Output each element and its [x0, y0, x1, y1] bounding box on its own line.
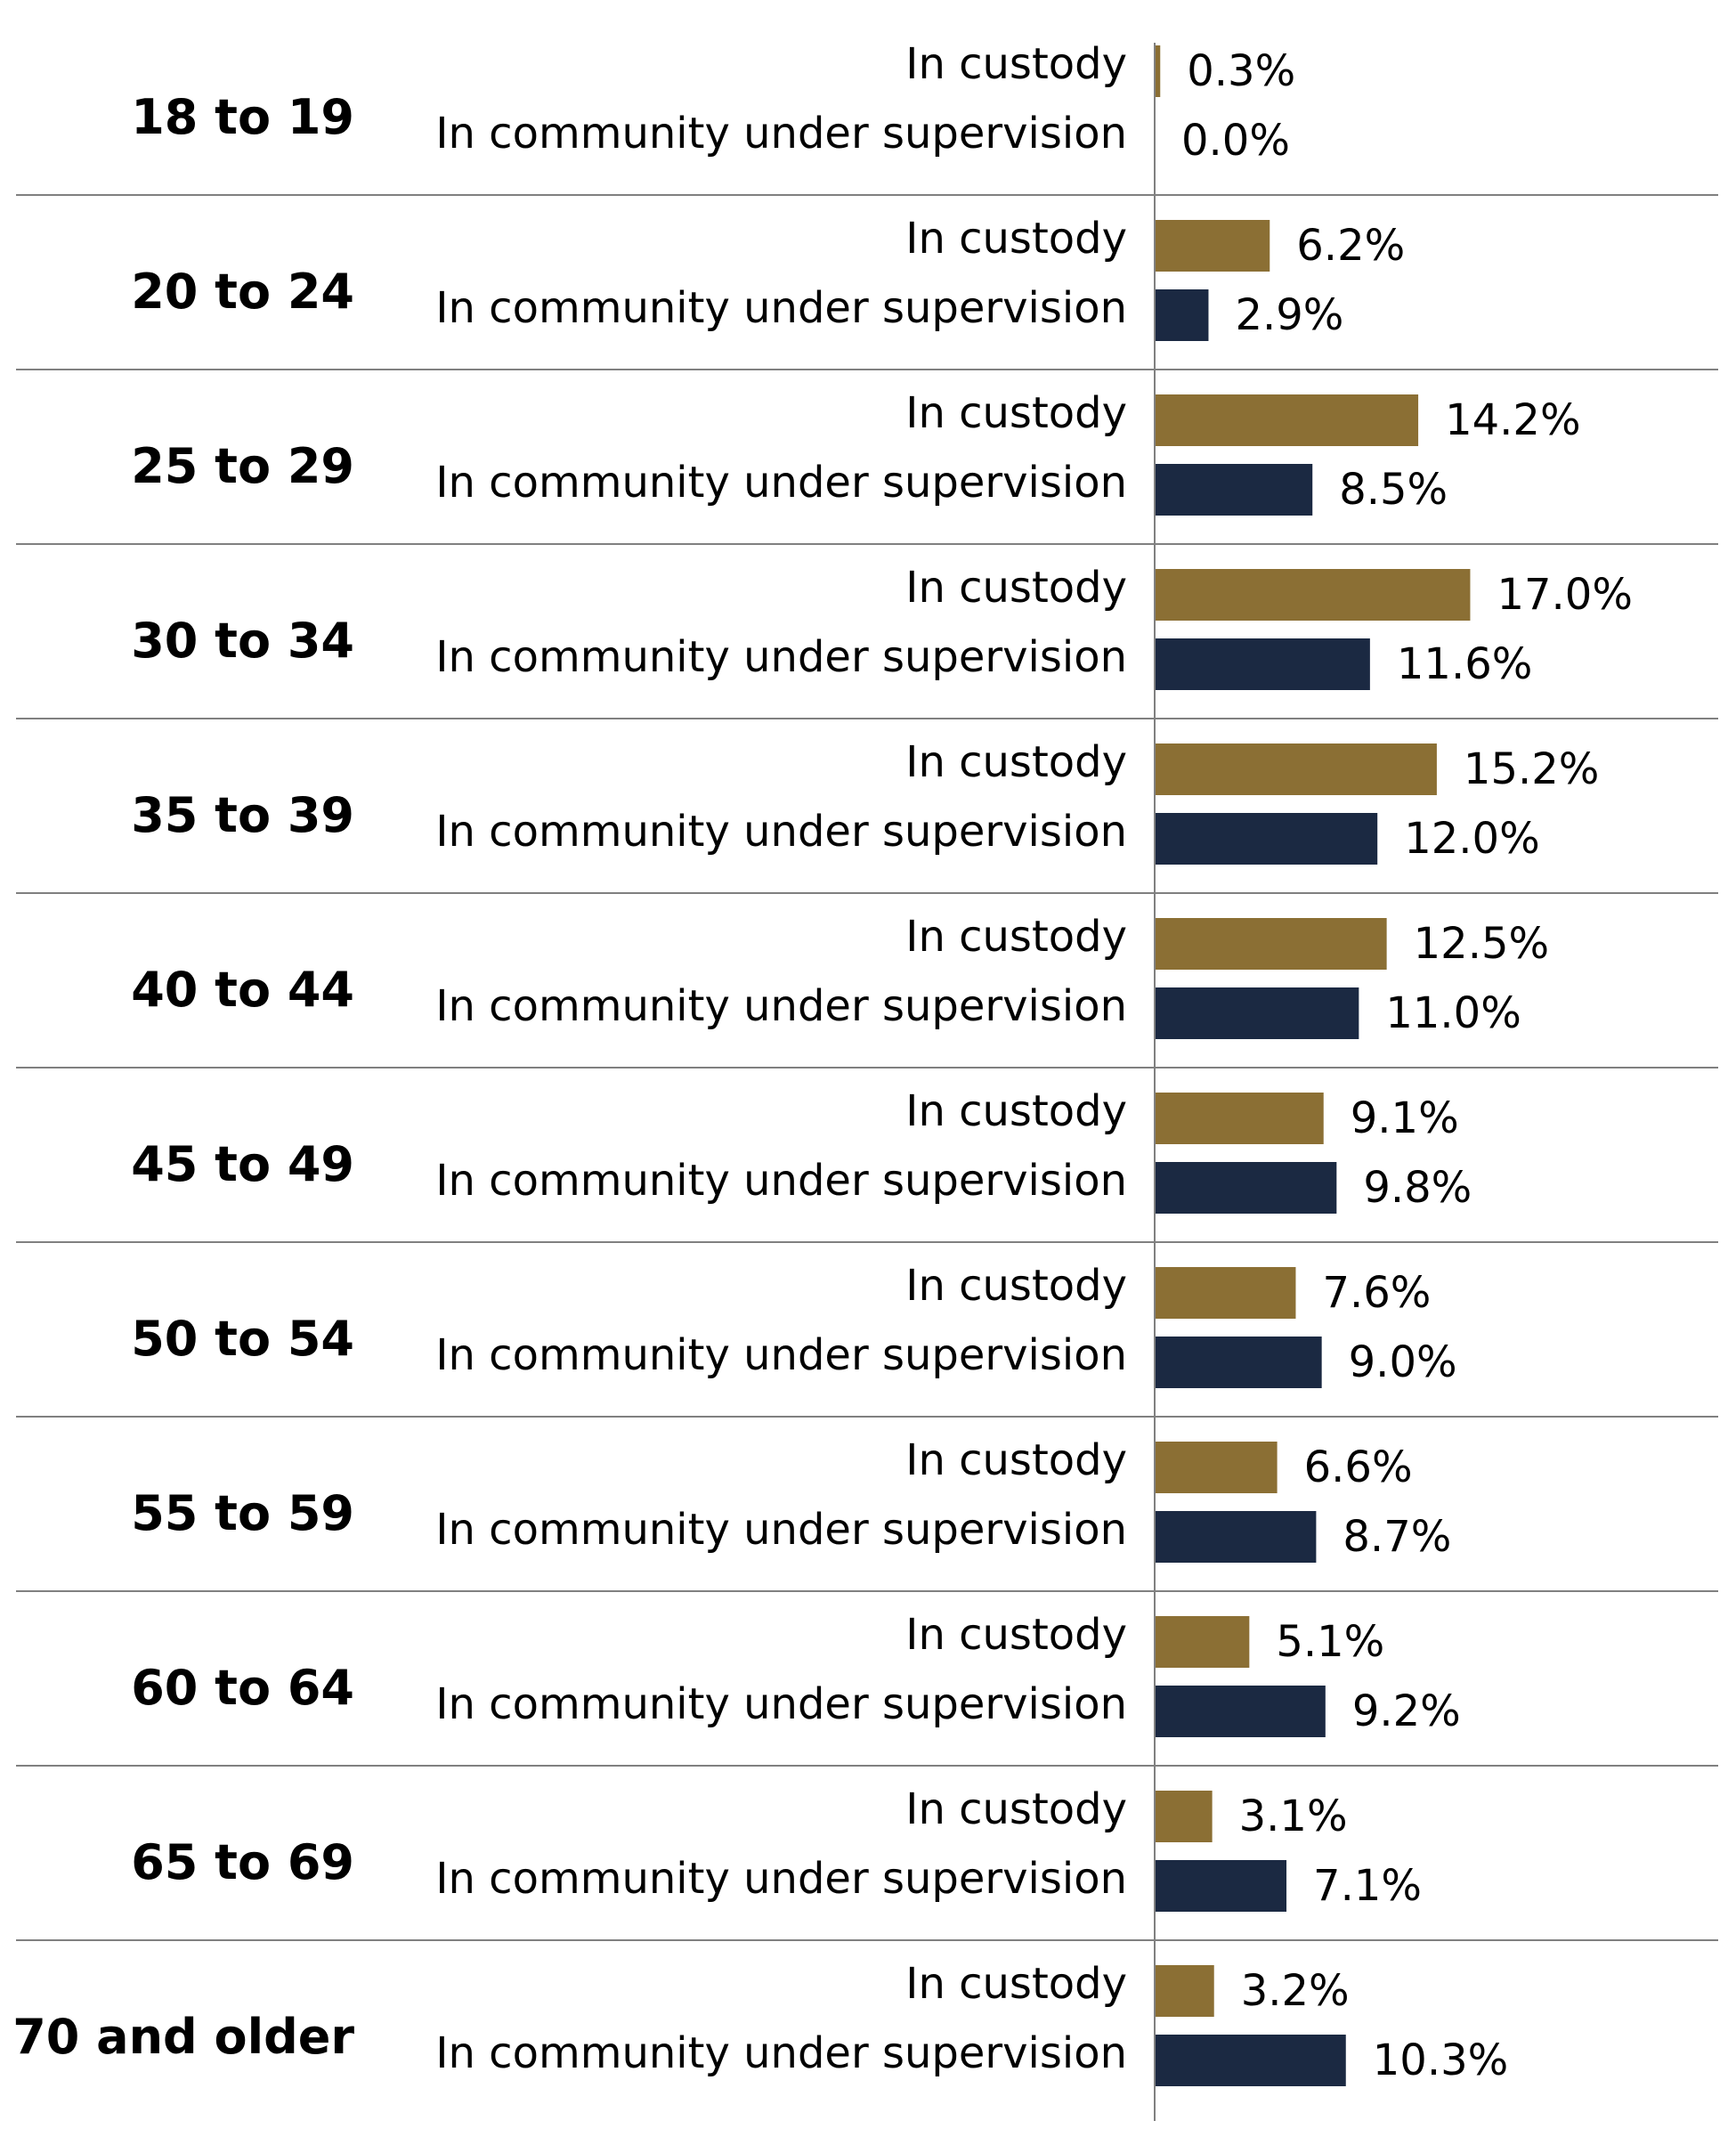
- bar-in-custody: [1155, 45, 1161, 97]
- series-label-in-community-under-supervision: In community under supervision: [435, 1505, 1127, 1555]
- bar-in-community-under-supervision: [1155, 1337, 1322, 1388]
- category-label: 55 to 59: [131, 1485, 354, 1541]
- series-label-in-custody: In custody: [905, 912, 1127, 962]
- value-label: 14.2%: [1445, 395, 1580, 445]
- age-group-18-to-19: 18 to 19 In custody 0.3% In community under…: [131, 39, 1295, 166]
- category-label: 45 to 49: [131, 1136, 354, 1192]
- series-label-in-custody: In custody: [905, 1261, 1127, 1311]
- value-label: 9.0%: [1349, 1337, 1457, 1387]
- bar-in-custody: [1155, 1093, 1324, 1144]
- value-label: 9.2%: [1352, 1686, 1461, 1736]
- series-label-in-custody: In custody: [905, 39, 1127, 89]
- bar-in-community-under-supervision: [1155, 638, 1370, 690]
- value-label: 12.5%: [1414, 919, 1549, 969]
- age-group-70-and-older: 70 and older In custody 3.2% In community u…: [12, 1959, 1508, 2086]
- bar-in-community-under-supervision: [1155, 289, 1209, 341]
- bar-in-community-under-supervision: [1155, 1162, 1337, 1214]
- series-label-in-custody: In custody: [905, 1435, 1127, 1485]
- category-label: 60 to 64: [131, 1660, 354, 1716]
- series-label-in-community-under-supervision: In community under supervision: [435, 1854, 1127, 1904]
- age-group-25-to-29: 25 to 29 In custody 14.2% In community unde…: [131, 388, 1581, 516]
- age-group-35-to-39: 35 to 39 In custody 15.2% In community unde…: [131, 737, 1599, 865]
- value-label: 3.1%: [1239, 1792, 1348, 1841]
- category-label: 35 to 39: [131, 787, 354, 843]
- series-label-in-community-under-supervision: In community under supervision: [435, 807, 1127, 857]
- value-label: 11.6%: [1397, 639, 1532, 689]
- value-label: 6.2%: [1296, 221, 1405, 271]
- value-label: 5.1%: [1276, 1617, 1384, 1667]
- series-label-in-community-under-supervision: In community under supervision: [435, 283, 1127, 333]
- series-label-in-community-under-supervision: In community under supervision: [435, 1330, 1127, 1380]
- bar-in-community-under-supervision: [1155, 464, 1313, 516]
- bar-in-custody: [1155, 1442, 1278, 1493]
- series-label-in-community-under-supervision: In community under supervision: [435, 458, 1127, 508]
- age-group-50-to-54: 50 to 54 In custody 7.6% In community under…: [131, 1261, 1457, 1388]
- category-label: 40 to 44: [131, 962, 354, 1018]
- series-label-in-custody: In custody: [905, 737, 1127, 787]
- value-label: 17.0%: [1497, 570, 1632, 620]
- series-label-in-custody: In custody: [905, 214, 1127, 264]
- bar-in-custody: [1155, 394, 1419, 446]
- value-label: 11.0%: [1385, 988, 1521, 1038]
- value-label: 9.1%: [1351, 1093, 1459, 1143]
- series-label-in-custody: In custody: [905, 1959, 1127, 2009]
- bar-in-custody: [1155, 1965, 1214, 2017]
- age-group-60-to-64: 60 to 64 In custody 5.1% In community under…: [131, 1610, 1461, 1737]
- series-label-in-community-under-supervision: In community under supervision: [435, 2028, 1127, 2078]
- category-label: 20 to 24: [131, 264, 354, 320]
- category-label: 18 to 19: [131, 89, 354, 145]
- age-group-30-to-34: 30 to 34 In custody 17.0% In community unde…: [131, 563, 1633, 690]
- bar-in-custody: [1155, 743, 1437, 795]
- value-label: 12.0%: [1404, 814, 1539, 864]
- bar-in-custody: [1155, 569, 1471, 621]
- category-label: 50 to 54: [131, 1311, 354, 1367]
- age-group-65-to-69: 65 to 69 In custody 3.1% In community under…: [131, 1784, 1422, 1912]
- series-label-in-custody: In custody: [905, 1086, 1127, 1136]
- bar-in-community-under-supervision: [1155, 987, 1359, 1039]
- age-group-40-to-44: 40 to 44 In custody 12.5% In community unde…: [131, 912, 1549, 1039]
- series-label-in-community-under-supervision: In community under supervision: [435, 1679, 1127, 1729]
- bar-in-community-under-supervision: [1155, 1860, 1287, 1912]
- series-label-in-community-under-supervision: In community under supervision: [435, 981, 1127, 1031]
- category-label: 25 to 29: [131, 438, 354, 494]
- value-label: 10.3%: [1373, 2035, 1508, 2085]
- series-label-in-custody: In custody: [905, 388, 1127, 438]
- value-label: 9.8%: [1363, 1163, 1472, 1213]
- value-label: 2.9%: [1235, 290, 1343, 340]
- series-label-in-community-under-supervision: In community under supervision: [435, 1156, 1127, 1206]
- value-label: 7.1%: [1313, 1861, 1422, 1911]
- age-group-20-to-24: 20 to 24 In custody 6.2% In community under…: [131, 214, 1405, 341]
- age-groups: 18 to 19 In custody 0.3% In community under…: [12, 39, 1633, 2086]
- category-label: 65 to 69: [131, 1834, 354, 1890]
- age-group-45-to-49: 45 to 49 In custody 9.1% In community under…: [131, 1086, 1472, 1214]
- value-label: 7.6%: [1322, 1268, 1431, 1318]
- bar-in-custody: [1155, 220, 1270, 272]
- value-label: 8.5%: [1339, 465, 1448, 515]
- category-label: 30 to 34: [131, 613, 354, 669]
- bar-in-custody: [1155, 1791, 1213, 1842]
- group-separators: [16, 194, 1718, 1941]
- value-label: 3.2%: [1241, 1966, 1350, 2016]
- value-label: 15.2%: [1464, 744, 1599, 794]
- series-label-in-custody: In custody: [905, 1784, 1127, 1834]
- bar-in-custody: [1155, 918, 1387, 970]
- value-label: 0.0%: [1181, 116, 1290, 166]
- bar-in-community-under-supervision: [1155, 1511, 1317, 1563]
- bar-in-community-under-supervision: [1155, 813, 1378, 865]
- value-label: 8.7%: [1343, 1512, 1451, 1562]
- value-label: 6.6%: [1304, 1442, 1413, 1492]
- bar-in-custody: [1155, 1616, 1250, 1668]
- series-label-in-community-under-supervision: In community under supervision: [435, 632, 1127, 682]
- series-label-in-custody: In custody: [905, 1610, 1127, 1660]
- value-label: 0.3%: [1187, 46, 1295, 96]
- bar-in-community-under-supervision: [1155, 2035, 1346, 2086]
- series-label-in-custody: In custody: [905, 563, 1127, 613]
- bar-in-custody: [1155, 1267, 1296, 1319]
- series-label-in-community-under-supervision: In community under supervision: [435, 109, 1127, 158]
- age-group-55-to-59: 55 to 59 In custody 6.6% In community under…: [131, 1435, 1451, 1563]
- category-label: 70 and older: [12, 2009, 354, 2065]
- bar-in-community-under-supervision: [1155, 1686, 1326, 1737]
